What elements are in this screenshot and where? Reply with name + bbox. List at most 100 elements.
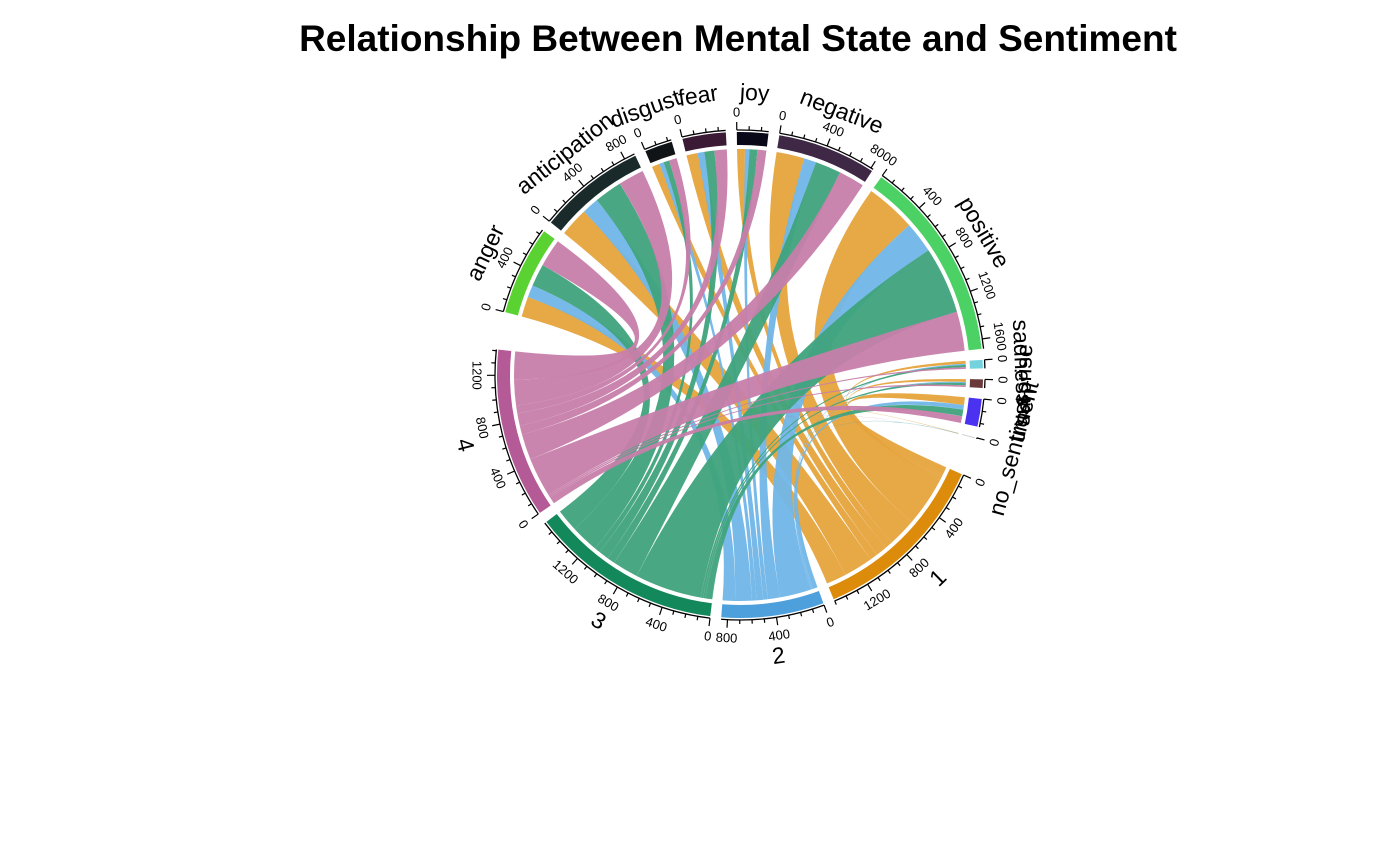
tick-mark-2 <box>811 608 815 614</box>
sector-label-no_sentiment: no_sentiment <box>983 378 1044 519</box>
tick-mark-anticipation <box>600 167 604 172</box>
tick-mark-1 <box>834 600 837 605</box>
sector-label-1: 1 <box>924 564 951 592</box>
sector-arc-anticipation <box>550 155 641 231</box>
tick-mark-4 <box>506 459 511 462</box>
tick-mark-negative <box>826 138 831 147</box>
tick-label-surprise: 0 <box>995 376 1010 384</box>
tick-mark-anticipation <box>562 199 567 204</box>
tick-label-4: 400 <box>487 465 509 491</box>
tick-mark-1 <box>897 562 901 567</box>
tick-label-2: 800 <box>715 630 737 646</box>
tick-mark-1 <box>963 474 972 479</box>
tick-mark-1 <box>952 496 957 500</box>
tick-label-4: 800 <box>473 416 492 440</box>
sector-arc-negative <box>777 135 873 182</box>
tick-mark-positive <box>982 337 991 340</box>
tick-mark-4 <box>493 411 498 414</box>
tick-label-1: 0 <box>972 476 989 489</box>
tick-mark-3 <box>571 557 578 565</box>
tick-mark-anger <box>536 231 540 235</box>
tick-mark-1 <box>923 536 928 540</box>
tick-mark-1 <box>887 569 891 574</box>
sector-axis-anger <box>502 229 544 312</box>
tick-mark-trust <box>982 410 987 413</box>
tick-mark-anticipation <box>553 208 558 213</box>
tick-mark-no_sentiment <box>976 437 985 441</box>
tick-mark-1 <box>877 577 881 582</box>
tick-label-1: 1200 <box>861 586 894 614</box>
tick-mark-disgust <box>640 141 646 150</box>
tick-label-4: 0 <box>515 517 531 531</box>
sector-arc-sadness <box>969 359 983 369</box>
tick-mark-positive <box>918 202 926 209</box>
tick-mark-positive <box>901 187 905 192</box>
tick-mark-2 <box>823 604 828 613</box>
sector-arc-1 <box>828 468 962 600</box>
tick-mark-1 <box>845 595 849 600</box>
tick-mark-4 <box>521 492 526 496</box>
tick-label-joy: 0 <box>733 104 740 119</box>
sector-axis-anticipation <box>548 153 635 222</box>
chord-link-negative-4 <box>521 172 863 460</box>
tick-mark-positive <box>960 266 965 270</box>
tick-mark-positive <box>881 168 888 176</box>
chord-link-anger-4 <box>514 241 640 380</box>
sector-label-sadness: sadness <box>1008 319 1038 406</box>
tick-mark-2 <box>788 615 790 620</box>
sector-arc-4 <box>496 349 551 513</box>
tick-mark-3 <box>583 565 588 570</box>
tick-mark-anticipation <box>620 151 626 160</box>
tick-mark-4 <box>498 435 503 438</box>
chord-link-trust-1 <box>846 393 965 475</box>
sector-axis-negative <box>779 132 874 170</box>
tick-mark-3 <box>612 586 618 595</box>
tick-label-disgust: 0 <box>631 124 644 141</box>
tick-mark-negative <box>803 134 806 139</box>
tick-mark-fear <box>692 130 695 135</box>
sector-arc-3 <box>546 514 712 617</box>
tick-mark-negative <box>814 137 818 143</box>
tick-mark-positive <box>980 325 985 328</box>
tick-mark-4 <box>492 423 501 427</box>
tick-mark-anticipation <box>571 190 575 195</box>
sector-arc-no_sentiment <box>962 434 975 439</box>
tick-label-no_sentiment: 0 <box>986 437 1002 448</box>
sector-arc-positive <box>873 177 982 351</box>
tick-mark-anger <box>513 261 522 267</box>
tick-mark-negative <box>791 131 794 136</box>
tick-mark-positive <box>941 233 946 238</box>
tick-mark-3 <box>708 618 711 627</box>
tick-mark-disgust <box>665 136 669 142</box>
sector-axis-1 <box>834 474 965 602</box>
tick-mark-negative <box>837 146 841 151</box>
tick-mark-3 <box>556 540 561 545</box>
tick-mark-3 <box>637 598 640 603</box>
tick-mark-3 <box>648 602 652 608</box>
sector-arc-2 <box>721 591 824 618</box>
sector-axis-2 <box>721 604 825 621</box>
tick-mark-anger <box>495 308 504 313</box>
tick-mark-1 <box>906 554 913 561</box>
sector-arc-disgust <box>645 141 676 164</box>
chord-link-anticipation-1 <box>564 211 871 575</box>
chord-link-negative-1 <box>769 151 912 543</box>
tick-mark-anticipation <box>590 175 594 180</box>
tick-mark-positive <box>954 255 959 259</box>
tick-mark-3 <box>696 616 699 621</box>
tick-mark-anticipation <box>578 179 585 187</box>
chord-link-surprise-1 <box>846 378 966 478</box>
tick-mark-negative <box>870 160 876 169</box>
chord-link-trust-4 <box>550 405 963 504</box>
sector-arc-fear <box>682 132 727 152</box>
tick-mark-anger <box>506 286 512 289</box>
chord-link-positive-2 <box>772 225 929 598</box>
tick-mark-negative <box>779 125 782 134</box>
tick-mark-3 <box>604 580 608 585</box>
sector-label-disgust: disgust <box>606 84 684 133</box>
tick-label-positive: 1600 <box>991 321 1010 352</box>
